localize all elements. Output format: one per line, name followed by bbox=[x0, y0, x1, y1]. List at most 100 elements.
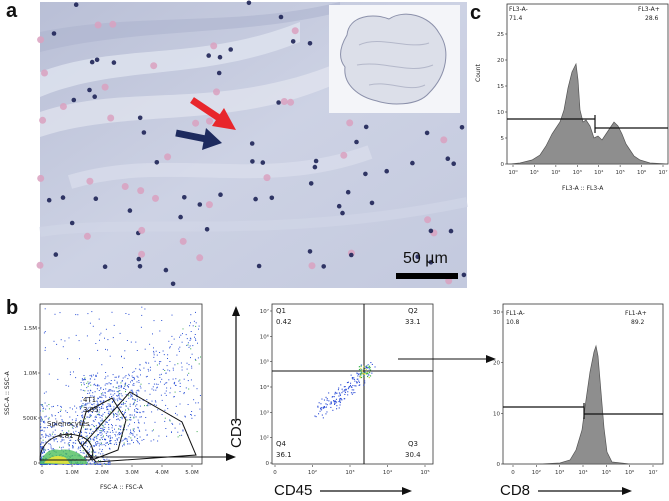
p1-x-tick-1: 1.0M bbox=[65, 470, 79, 476]
eosin-cell bbox=[36, 261, 44, 269]
eosin-cell bbox=[101, 83, 109, 91]
gate-c-pos-value: 28.6 bbox=[645, 15, 659, 22]
p1-x-tick-2: 2.0M bbox=[95, 470, 109, 476]
eosin-cell bbox=[196, 254, 204, 262]
nucleus bbox=[276, 100, 281, 105]
c-y-tick-1: 5 bbox=[501, 136, 505, 142]
p2-y-tick-0: 0 bbox=[266, 461, 270, 467]
p1-y-tick-2: 1.0M bbox=[24, 371, 38, 377]
eosin-cell bbox=[164, 153, 172, 161]
eosin-cell bbox=[280, 98, 288, 105]
red-arrow bbox=[190, 97, 236, 130]
nucleus bbox=[340, 210, 345, 216]
gate-spleno-value: 4.81 bbox=[58, 432, 74, 440]
p1-y-tick-1: 500K bbox=[23, 416, 37, 422]
p3-x-tick-3: 10⁴ bbox=[578, 469, 588, 476]
nucleus bbox=[461, 272, 467, 278]
nucleus bbox=[197, 202, 203, 207]
arrows bbox=[175, 97, 236, 150]
eosin-cell bbox=[213, 88, 220, 96]
overview-inset bbox=[329, 5, 460, 113]
p3-x-tick-0: 0 bbox=[511, 470, 515, 476]
gate-4t1-name: 4T1 bbox=[83, 396, 97, 404]
nucleus bbox=[451, 161, 457, 166]
gate-spleno-name: Splenocytes bbox=[47, 420, 90, 428]
p2-x-tick-4: 10⁵ bbox=[420, 469, 429, 476]
c-x-tick-3: 10³ bbox=[573, 169, 582, 176]
eosin-cell bbox=[121, 183, 129, 190]
nucleus bbox=[253, 196, 258, 202]
eosin-cell bbox=[94, 21, 102, 29]
blue-arrow bbox=[175, 128, 222, 150]
nucleus bbox=[312, 164, 318, 170]
eosin-cell bbox=[150, 62, 158, 70]
q3-name: Q3 bbox=[408, 440, 418, 448]
nucleus bbox=[345, 189, 351, 195]
nucleus bbox=[363, 124, 369, 130]
scale-bar bbox=[396, 273, 458, 279]
q3-value: 30.4 bbox=[405, 451, 421, 459]
nucleus bbox=[445, 156, 451, 161]
eosin-cell bbox=[210, 42, 218, 50]
eosin-cell bbox=[138, 250, 146, 258]
nucleus bbox=[178, 214, 183, 220]
nucleus bbox=[137, 115, 143, 121]
c-x-tick-0: 10⁰ bbox=[508, 169, 518, 176]
nucleus bbox=[250, 159, 255, 164]
eosin-cell bbox=[138, 226, 146, 234]
eosin-cell bbox=[346, 119, 354, 127]
nucleus bbox=[73, 2, 79, 7]
p2-y-tick-2: 10³ bbox=[260, 409, 269, 416]
nucleus bbox=[154, 160, 160, 165]
nucleus bbox=[51, 31, 57, 36]
nucleus bbox=[60, 195, 66, 200]
p1-x-tick-5: 5.0M bbox=[185, 470, 199, 476]
p3-x-tick-6: 10⁷ bbox=[648, 469, 657, 476]
nucleus bbox=[308, 181, 314, 186]
nucleus bbox=[93, 196, 99, 201]
gate-c-neg-name: FL3-A- bbox=[509, 6, 528, 13]
p3-y-tick-3: 30 bbox=[493, 310, 500, 316]
nucleus bbox=[111, 60, 117, 65]
p2-y-tick-3: 10⁴ bbox=[260, 384, 270, 391]
plot2-frame bbox=[271, 303, 434, 465]
eosin-cell bbox=[37, 36, 45, 44]
q4-name: Q4 bbox=[276, 440, 286, 448]
p3-y-tick-1: 10 bbox=[493, 411, 500, 417]
eosin-cell bbox=[263, 174, 271, 182]
nucleus bbox=[256, 263, 262, 269]
eosin-cell bbox=[440, 136, 448, 144]
nucleus bbox=[448, 228, 454, 234]
nucleus bbox=[428, 228, 434, 234]
p2-x-tick-1: 10² bbox=[308, 469, 317, 476]
q2-name: Q2 bbox=[408, 307, 418, 315]
q1-name: Q1 bbox=[276, 307, 286, 315]
p3-x-tick-4: 10⁵ bbox=[602, 469, 611, 476]
eosin-cell bbox=[291, 27, 299, 35]
histology-micrograph: 50 µm bbox=[36, 0, 468, 288]
nucleus bbox=[127, 208, 133, 213]
eosin-cell bbox=[137, 187, 145, 195]
nucleus bbox=[459, 125, 465, 130]
nucleus bbox=[363, 171, 368, 177]
p1-x-tick-4: 4.0M bbox=[155, 470, 169, 476]
eosin-cell bbox=[59, 103, 67, 110]
c-y-tick-3: 15 bbox=[497, 84, 504, 90]
nucleus bbox=[321, 264, 327, 269]
c-x-tick-4: 10⁴ bbox=[594, 169, 604, 176]
p3-x-tick-1: 10² bbox=[532, 469, 541, 476]
nucleus bbox=[170, 281, 176, 287]
cell-nuclei bbox=[36, 0, 467, 287]
overview-section bbox=[340, 13, 447, 105]
q2-value: 33.1 bbox=[405, 318, 421, 326]
eosin-cell bbox=[109, 20, 117, 28]
histogram-c bbox=[509, 62, 669, 165]
eosin-cell bbox=[340, 151, 348, 159]
nucleus bbox=[369, 200, 375, 206]
eosin-cell bbox=[287, 98, 295, 106]
nucleus bbox=[424, 130, 430, 136]
p2-x-tick-2: 10³ bbox=[345, 469, 354, 476]
p2-x-tick-0: 0 bbox=[273, 470, 277, 476]
gate-cd8-neg-value: 10.8 bbox=[506, 319, 520, 326]
